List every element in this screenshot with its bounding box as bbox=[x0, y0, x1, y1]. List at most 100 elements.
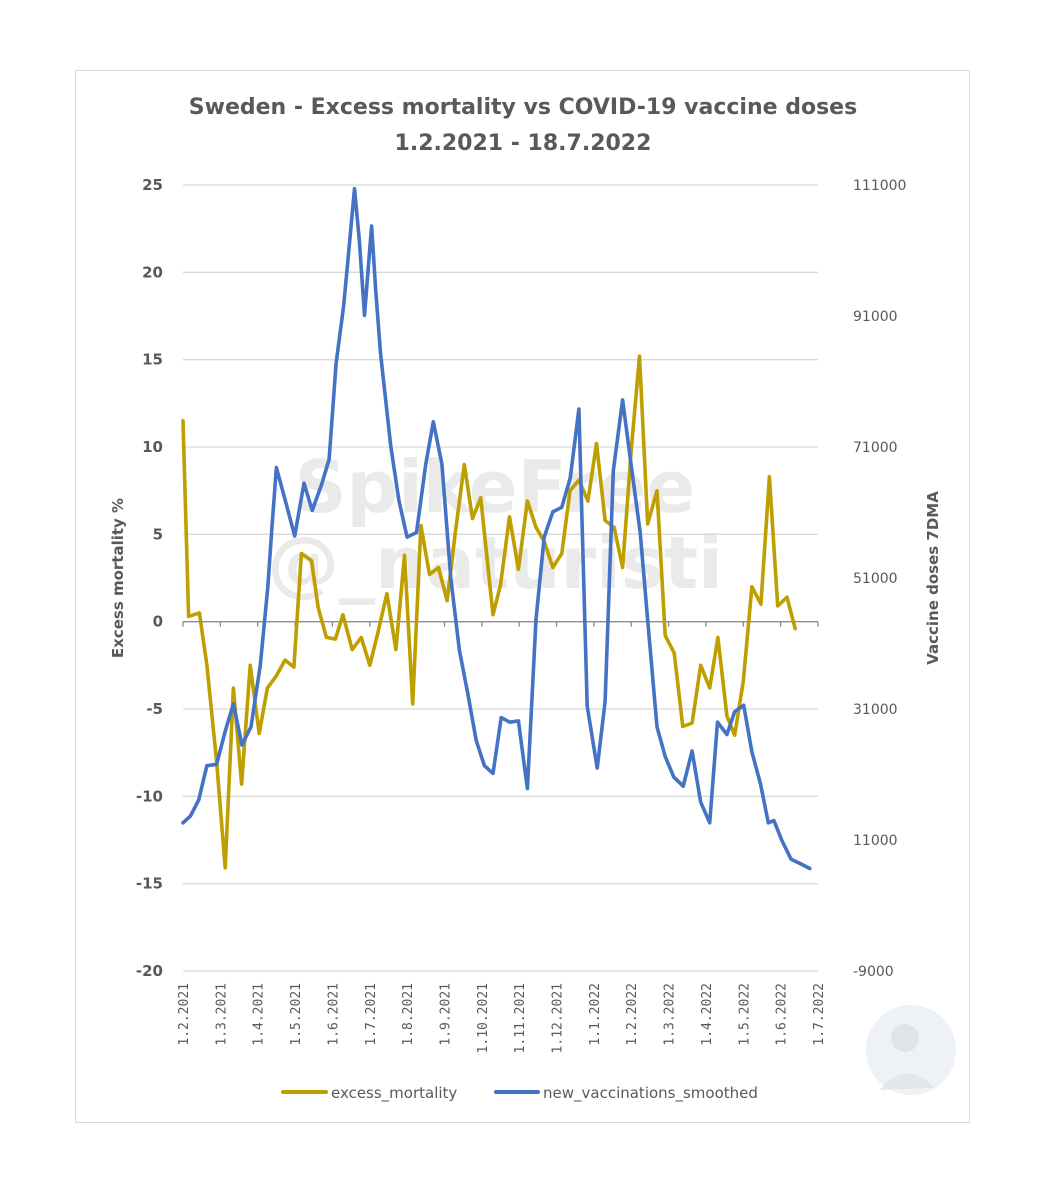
data-point bbox=[334, 638, 336, 640]
y-right-tick-label: 91000 bbox=[853, 309, 898, 325]
chart-title-line-2: 1.2.2021 - 18.7.2022 bbox=[395, 131, 652, 156]
data-point bbox=[415, 531, 417, 533]
legend-label-excess-mortality: excess_mortality bbox=[331, 1084, 457, 1103]
data-point bbox=[206, 765, 208, 767]
data-point bbox=[369, 664, 371, 666]
data-point bbox=[656, 490, 658, 492]
data-point bbox=[311, 510, 313, 512]
data-point bbox=[578, 408, 580, 410]
data-point bbox=[768, 476, 770, 478]
data-point bbox=[188, 615, 190, 617]
data-point bbox=[364, 314, 366, 316]
data-point bbox=[773, 819, 775, 821]
y-right-tick-label: 71000 bbox=[853, 440, 898, 456]
y-right-tick-label: -9000 bbox=[853, 964, 894, 980]
data-point bbox=[543, 536, 545, 538]
data-point bbox=[638, 355, 640, 357]
y-left-tick-label: 5 bbox=[153, 525, 163, 543]
y-left-tick-label: 15 bbox=[142, 351, 163, 369]
watermark: SpikeFree @_naturisti bbox=[267, 445, 723, 605]
data-point bbox=[429, 574, 431, 576]
data-point bbox=[743, 704, 745, 706]
watermark-line-2: @_naturisti bbox=[267, 521, 723, 605]
x-tick-label: 1.2.2021 bbox=[177, 983, 192, 1046]
x-tick-label: 1.7.2022 bbox=[812, 983, 827, 1046]
x-tick-label: 1.5.2021 bbox=[289, 983, 304, 1046]
data-point bbox=[467, 691, 469, 693]
data-point bbox=[294, 535, 296, 537]
data-point bbox=[500, 584, 501, 586]
data-point bbox=[358, 239, 360, 241]
data-point bbox=[317, 607, 319, 609]
data-point bbox=[351, 649, 353, 651]
x-tick-label: 1.9.2021 bbox=[438, 983, 453, 1046]
y-left-tick-label: -20 bbox=[136, 962, 163, 980]
data-point bbox=[809, 867, 811, 869]
data-point bbox=[596, 767, 598, 769]
data-point bbox=[587, 500, 589, 502]
legend: excess_mortality new_vaccinations_smooth… bbox=[281, 1084, 758, 1103]
y-left-tick-label: -5 bbox=[146, 700, 163, 718]
data-point bbox=[386, 593, 388, 595]
y-left-tick-label: 20 bbox=[142, 263, 163, 281]
data-point bbox=[647, 627, 649, 629]
x-tick-label: 1.3.2022 bbox=[663, 983, 678, 1046]
data-point bbox=[432, 421, 434, 423]
x-tick-label: 1.3.2021 bbox=[214, 983, 229, 1046]
data-point bbox=[535, 618, 537, 620]
data-point bbox=[709, 687, 711, 689]
data-point bbox=[241, 744, 243, 746]
data-point bbox=[241, 783, 243, 785]
data-point bbox=[517, 568, 519, 570]
x-tick-label: 1.4.2022 bbox=[700, 983, 715, 1046]
y-right-tick-label: 31000 bbox=[853, 702, 898, 718]
x-tick-label: 1.11.2021 bbox=[513, 983, 528, 1053]
data-point bbox=[509, 721, 511, 723]
data-point bbox=[700, 664, 702, 666]
series-line-excess-mortality bbox=[181, 354, 798, 870]
y-axis-left-title: Excess mortality % bbox=[109, 498, 127, 658]
data-point bbox=[526, 788, 528, 790]
data-point bbox=[463, 463, 465, 465]
data-point bbox=[561, 506, 563, 508]
data-point bbox=[800, 863, 802, 865]
data-point bbox=[751, 586, 753, 588]
data-point bbox=[390, 445, 392, 447]
data-point bbox=[622, 567, 624, 569]
data-point bbox=[437, 567, 439, 569]
data-point bbox=[717, 721, 719, 723]
data-point bbox=[371, 225, 373, 227]
series-points-excess-mortality bbox=[182, 355, 796, 869]
data-point bbox=[259, 664, 261, 666]
data-point bbox=[760, 603, 762, 605]
data-point bbox=[342, 614, 344, 616]
data-point bbox=[647, 523, 649, 525]
y-left-tick-label: -10 bbox=[136, 787, 163, 805]
data-point bbox=[517, 720, 519, 722]
data-point bbox=[271, 527, 273, 529]
data-point bbox=[446, 600, 448, 602]
data-point bbox=[767, 822, 769, 824]
x-axis-ticks: 1.2.2021 1.3.2021 1.4.2021 1.5.2021 1.6.2021… bbox=[177, 621, 827, 1053]
data-point bbox=[734, 711, 736, 713]
chart-title-line-1: Sweden - Excess mortality vs COVID-19 va… bbox=[189, 95, 857, 120]
data-point bbox=[790, 858, 792, 860]
data-point bbox=[250, 726, 252, 728]
data-point bbox=[726, 734, 728, 736]
author-avatar bbox=[866, 1005, 956, 1095]
data-point bbox=[198, 799, 200, 801]
y-axis-right-title: Vaccine doses 7DMA bbox=[924, 491, 942, 665]
x-tick-label: 1.4.2021 bbox=[252, 983, 267, 1046]
data-point bbox=[232, 703, 234, 705]
data-point bbox=[475, 740, 477, 742]
data-point bbox=[425, 463, 427, 465]
data-point bbox=[267, 586, 269, 588]
data-point bbox=[353, 188, 355, 190]
x-tick-label: 1.1.2022 bbox=[588, 983, 603, 1046]
y-right-tick-label: 11000 bbox=[853, 833, 898, 849]
data-point bbox=[360, 636, 362, 638]
y-axis-left-ticks: 25 20 15 10 5 0 -5 -10 -15 -20 bbox=[136, 176, 163, 980]
data-point bbox=[709, 822, 711, 824]
data-point bbox=[258, 732, 260, 734]
